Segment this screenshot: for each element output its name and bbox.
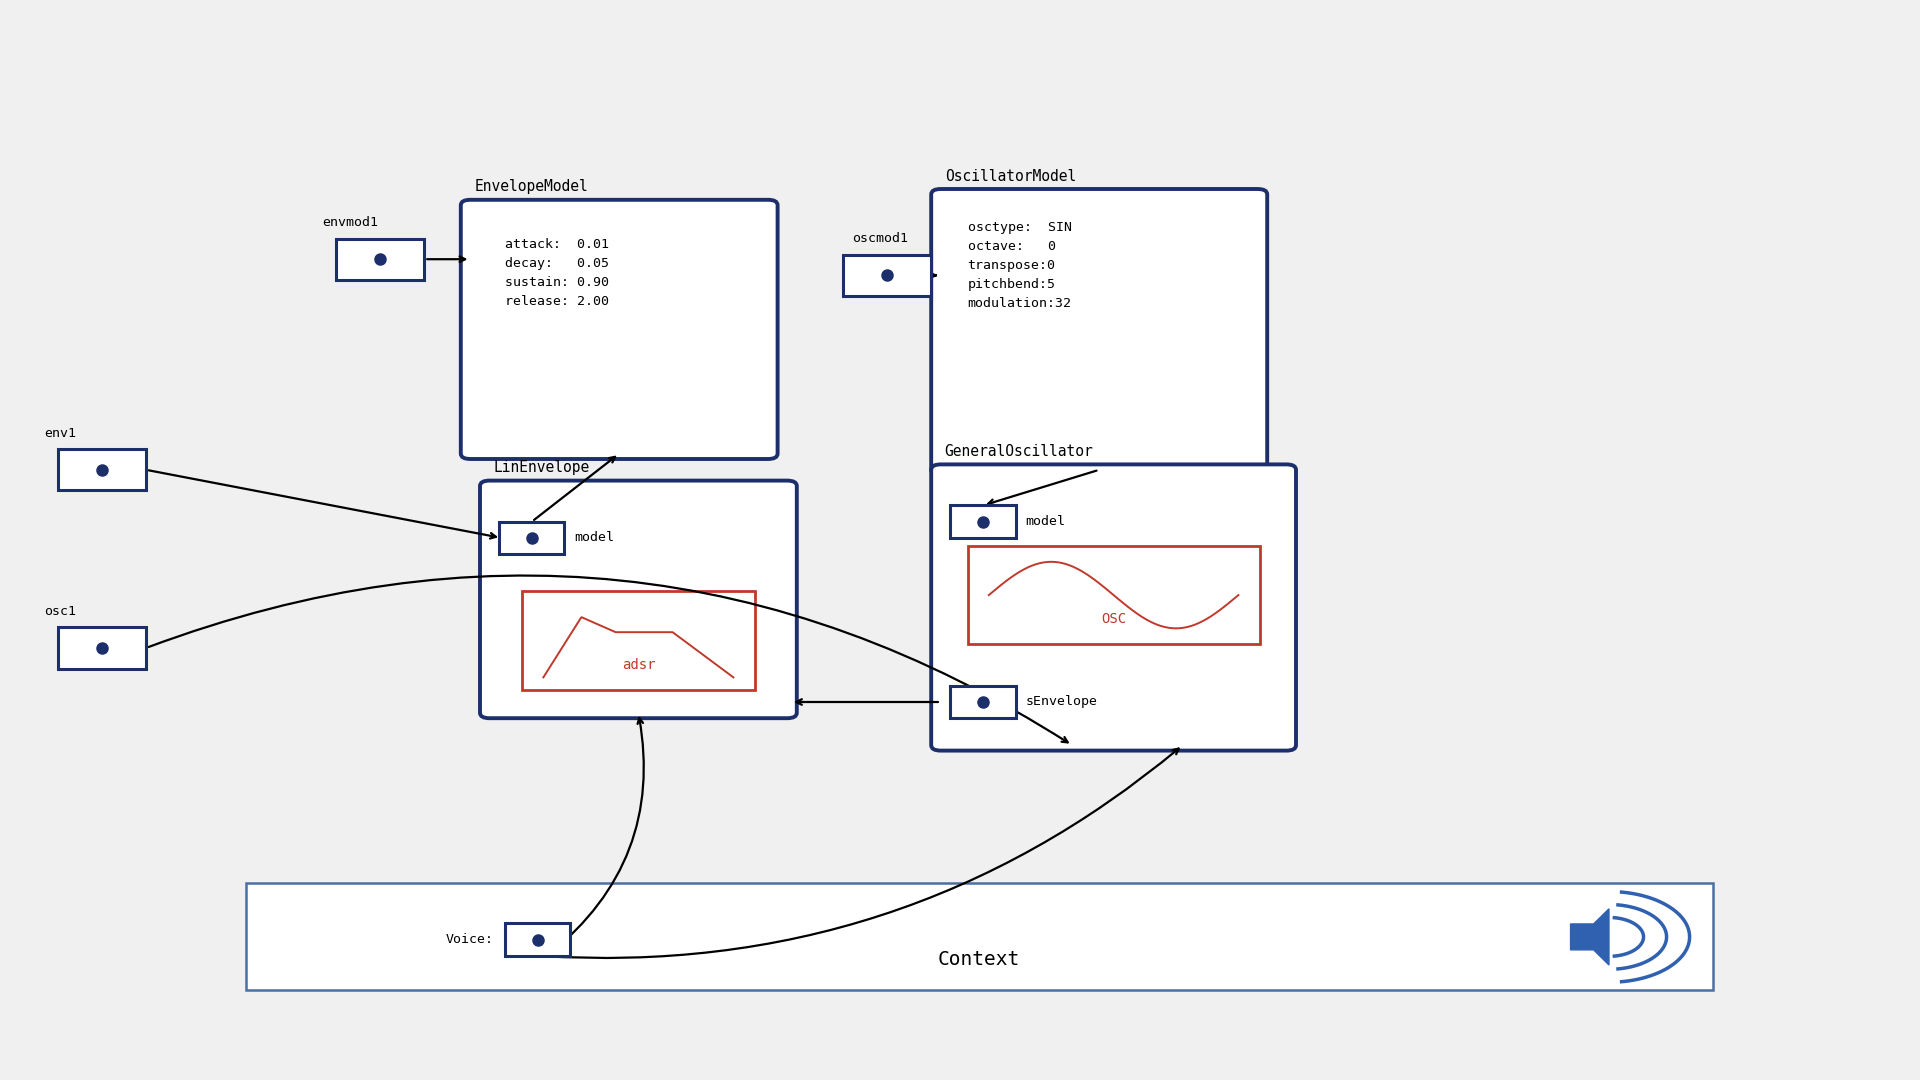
- FancyBboxPatch shape: [480, 481, 797, 718]
- FancyBboxPatch shape: [968, 546, 1260, 644]
- Text: model: model: [574, 531, 614, 544]
- FancyBboxPatch shape: [336, 239, 424, 280]
- FancyBboxPatch shape: [950, 505, 1016, 538]
- Polygon shape: [1571, 909, 1609, 966]
- FancyBboxPatch shape: [931, 464, 1296, 751]
- Text: oscmod1: oscmod1: [852, 232, 908, 245]
- FancyBboxPatch shape: [950, 686, 1016, 718]
- Text: Voice:: Voice:: [445, 933, 493, 946]
- Text: GeneralOscillator: GeneralOscillator: [945, 444, 1092, 459]
- FancyBboxPatch shape: [499, 522, 564, 554]
- Text: OSC: OSC: [1100, 612, 1127, 625]
- Text: EnvelopeModel: EnvelopeModel: [474, 179, 588, 194]
- Text: osc1: osc1: [44, 605, 77, 618]
- FancyBboxPatch shape: [58, 449, 146, 490]
- Text: osctype:  SIN
octave:   0
transpose:0
pitchbend:5
modulation:32: osctype: SIN octave: 0 transpose:0 pitch…: [968, 221, 1071, 310]
- Text: LinEnvelope: LinEnvelope: [493, 460, 589, 475]
- Text: sEnvelope: sEnvelope: [1025, 696, 1098, 708]
- Text: env1: env1: [44, 427, 77, 440]
- Text: model: model: [1025, 515, 1066, 528]
- FancyBboxPatch shape: [522, 591, 755, 690]
- Text: OscillatorModel: OscillatorModel: [945, 168, 1075, 184]
- Text: attack:  0.01
decay:   0.05
sustain: 0.90
release: 2.00: attack: 0.01 decay: 0.05 sustain: 0.90 r…: [505, 238, 609, 308]
- FancyBboxPatch shape: [931, 189, 1267, 475]
- Text: envmod1: envmod1: [323, 216, 378, 229]
- FancyBboxPatch shape: [843, 255, 931, 296]
- Text: adsr: adsr: [622, 658, 655, 672]
- FancyBboxPatch shape: [246, 883, 1713, 990]
- Text: Context: Context: [939, 950, 1020, 969]
- FancyBboxPatch shape: [505, 923, 570, 956]
- FancyBboxPatch shape: [461, 200, 778, 459]
- FancyBboxPatch shape: [58, 627, 146, 669]
